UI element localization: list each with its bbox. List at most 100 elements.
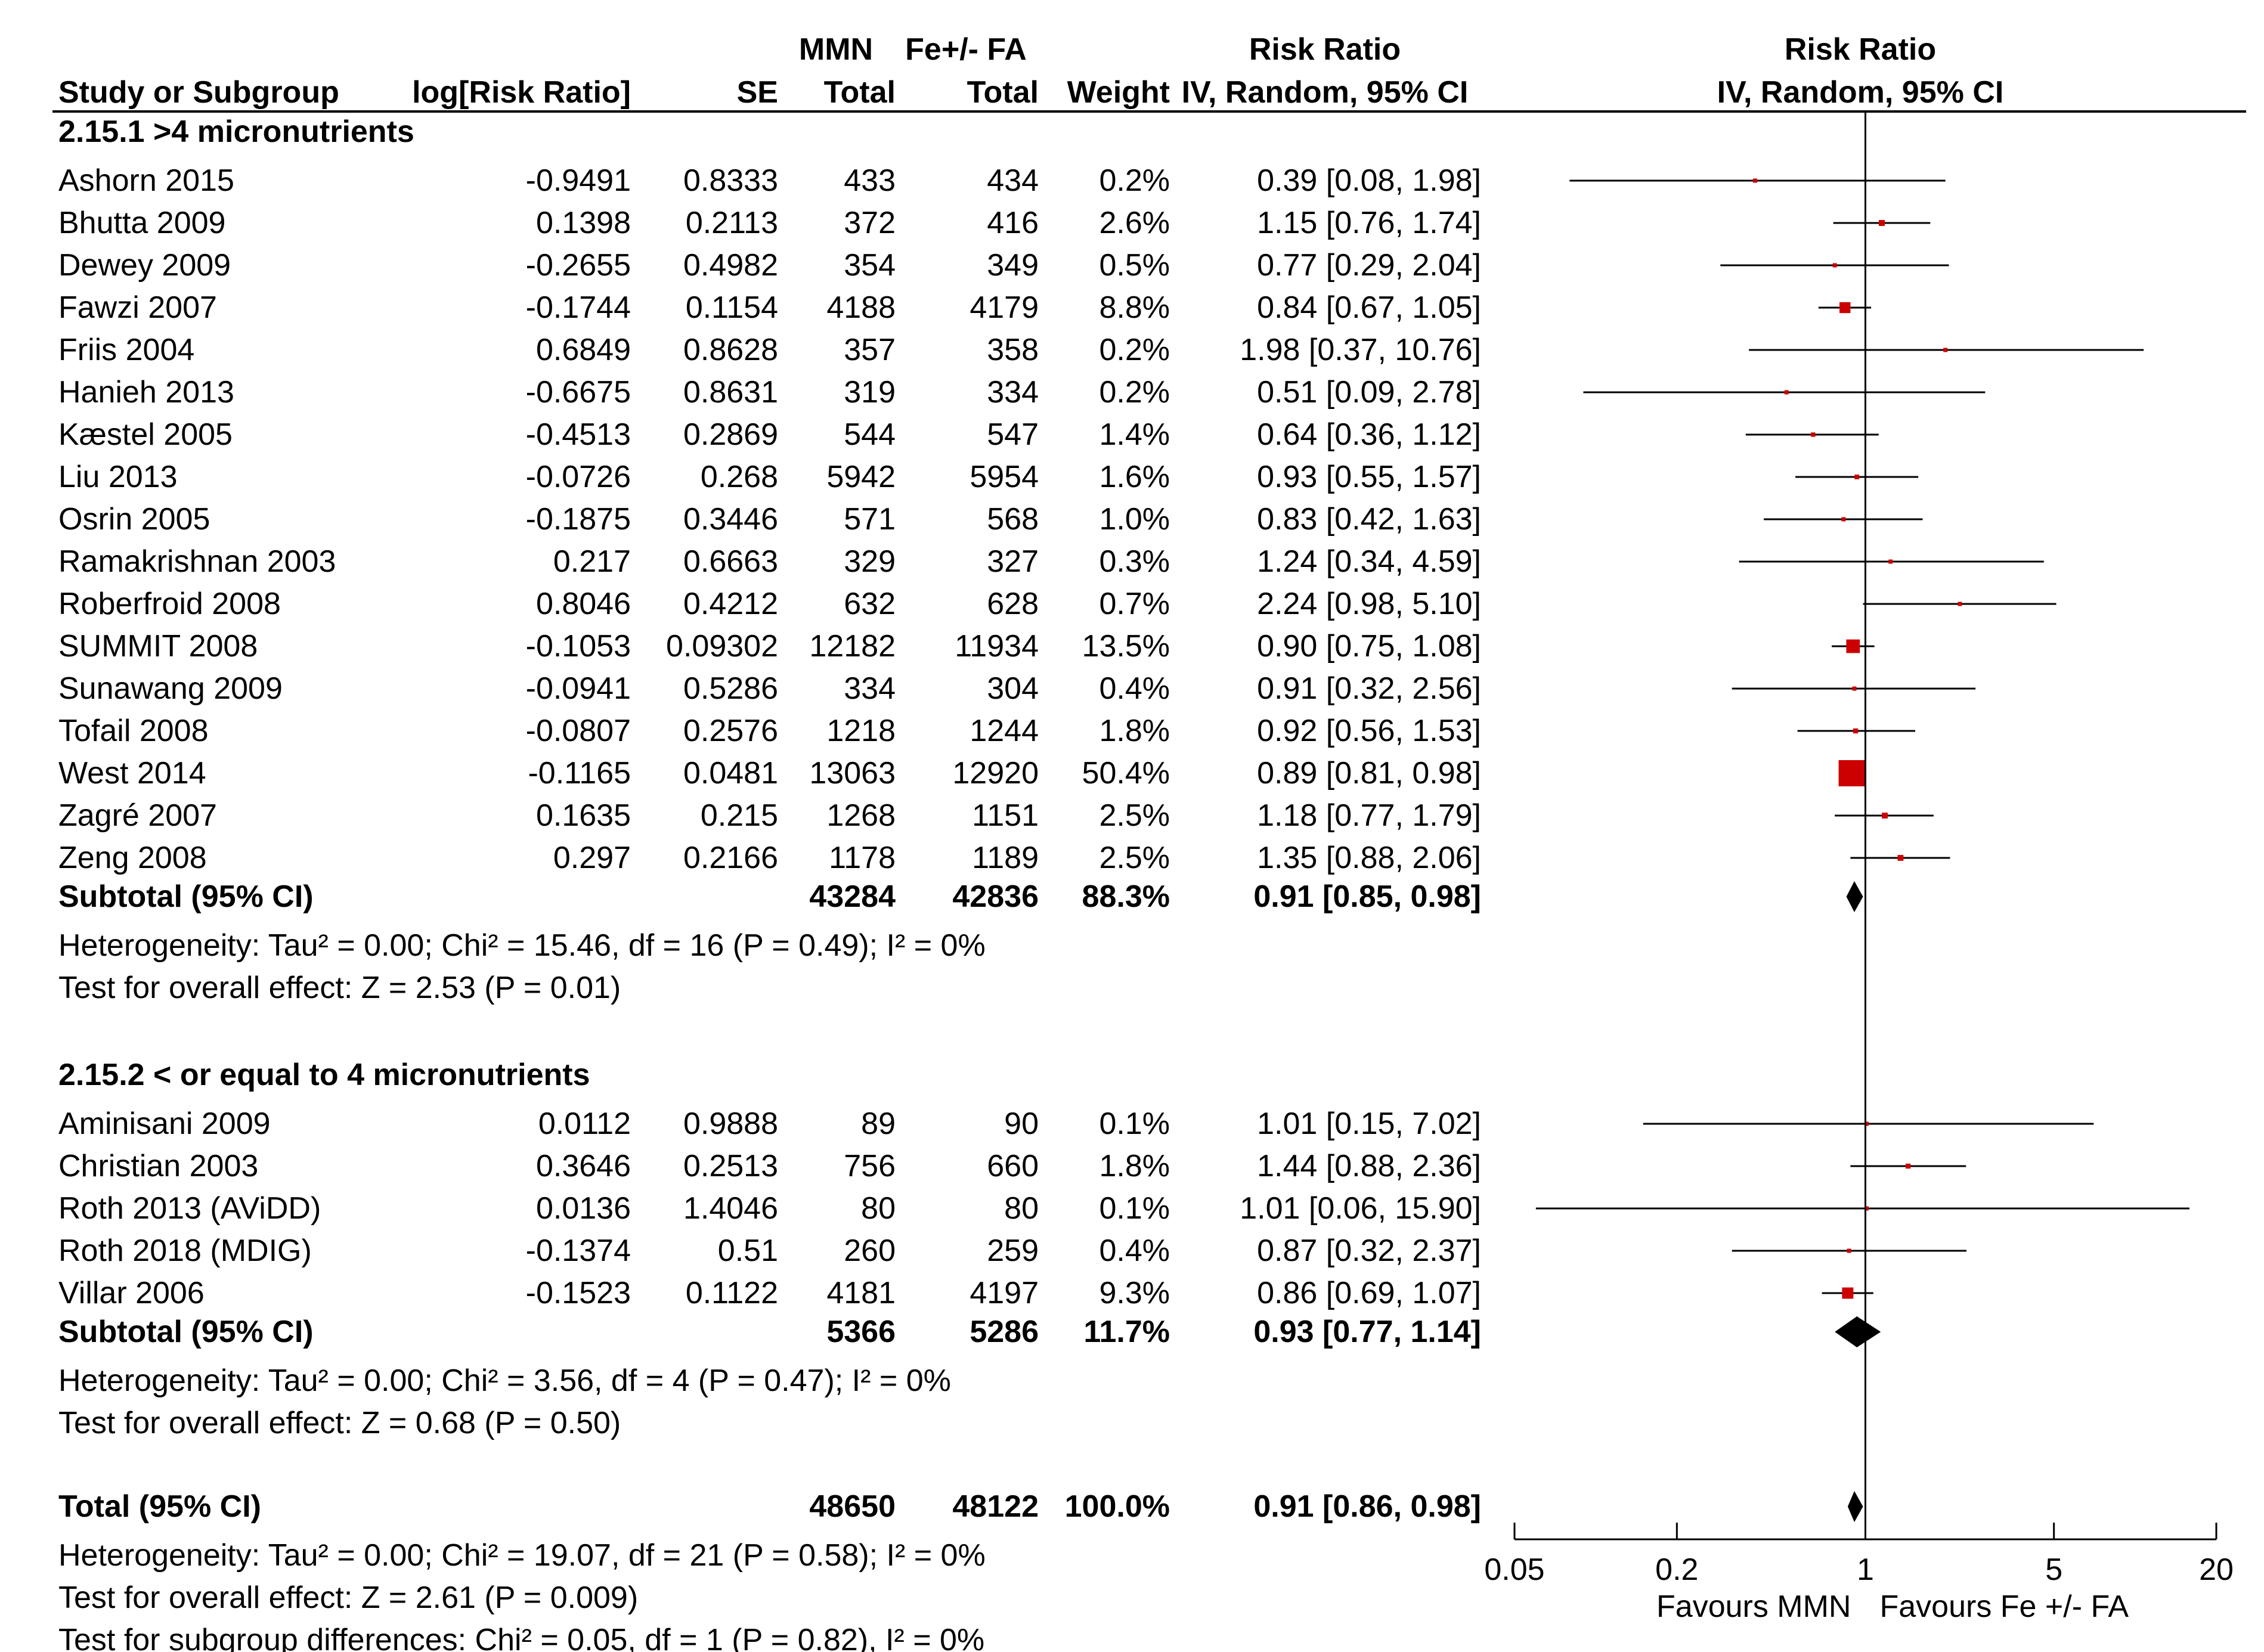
footer-text: Test for subgroup differences: Chi² = 0.… [58, 1623, 984, 1652]
study-total2: 1189 [972, 841, 1039, 875]
header-group1: MMN [799, 32, 873, 67]
effect-marker [1841, 517, 1846, 522]
study-total2: 5954 [970, 460, 1039, 494]
study-ci-text: 1.01 [0.15, 7.02] [1257, 1107, 1481, 1141]
study-name: Kæstel 2005 [58, 417, 233, 452]
study-logrr: 0.1398 [536, 206, 631, 240]
study-weight: 0.5% [1099, 248, 1170, 283]
x-tick-label: 20 [2199, 1552, 2234, 1587]
study-name: Zeng 2008 [58, 841, 207, 875]
study-se: 0.8333 [683, 163, 778, 198]
total-total1: 48650 [809, 1489, 896, 1524]
study-total2: 12920 [952, 756, 1039, 791]
study-se: 0.4982 [683, 248, 778, 283]
study-se: 0.268 [701, 460, 778, 494]
study-se: 0.1122 [686, 1276, 778, 1310]
total-ci-text: 0.91 [0.86, 0.98] [1253, 1489, 1481, 1524]
subtotal-total1: 43284 [809, 879, 896, 914]
study-se: 0.2166 [683, 841, 778, 875]
study-ci-text: 0.77 [0.29, 2.04] [1257, 248, 1481, 283]
favours-left-label: Favours MMN [1656, 1589, 1851, 1624]
study-total1: 80 [861, 1191, 896, 1226]
header-weight: Weight [1067, 75, 1170, 110]
study-ci-text: 0.92 [0.56, 1.53] [1257, 714, 1481, 748]
study-total1: 632 [844, 587, 896, 621]
effect-marker [1897, 855, 1904, 861]
study-total2: 349 [987, 248, 1039, 283]
study-logrr: -0.6675 [526, 375, 631, 410]
study-ci-text: 1.24 [0.34, 4.59] [1257, 544, 1481, 579]
study-total1: 260 [844, 1233, 896, 1268]
study-weight: 1.0% [1099, 502, 1170, 537]
study-ci-text: 0.91 [0.32, 2.56] [1257, 671, 1481, 706]
study-total1: 357 [844, 333, 896, 367]
study-ci-text: 0.90 [0.75, 1.08] [1257, 629, 1481, 664]
study-name: Bhutta 2009 [58, 206, 225, 240]
study-logrr: -0.9491 [526, 163, 631, 198]
effect-marker [1842, 1287, 1854, 1299]
header-se: SE [737, 75, 778, 110]
effect-marker [1832, 263, 1837, 268]
study-total1: 372 [844, 206, 896, 240]
study-total1: 5942 [826, 460, 896, 494]
study-logrr: 0.3646 [536, 1149, 631, 1183]
effect-marker [1882, 813, 1888, 819]
study-ci-text: 0.93 [0.55, 1.57] [1257, 460, 1481, 494]
subtotal-weight: 11.7% [1083, 1315, 1170, 1349]
study-se: 0.2113 [686, 206, 778, 240]
study-logrr: -0.4513 [526, 417, 631, 452]
study-name: Ashorn 2015 [58, 163, 234, 198]
study-total1: 571 [844, 502, 896, 537]
subtotal-weight: 88.3% [1082, 879, 1170, 914]
study-ci-text: 1.15 [0.76, 1.74] [1257, 206, 1481, 240]
study-weight: 0.2% [1099, 333, 1170, 367]
effect-marker [1852, 686, 1857, 691]
study-ci-text: 2.24 [0.98, 5.10] [1257, 587, 1481, 621]
footer-text: Heterogeneity: Tau² = 0.00; Chi² = 19.07… [58, 1538, 986, 1573]
study-name: Liu 2013 [58, 460, 178, 494]
study-ci-text: 0.84 [0.67, 1.05] [1257, 290, 1481, 325]
study-total1: 4188 [826, 290, 896, 325]
subtotal-total2: 42836 [952, 879, 1039, 914]
study-weight: 8.8% [1099, 290, 1170, 325]
study-total2: 90 [1004, 1107, 1039, 1141]
study-se: 0.1154 [686, 290, 778, 325]
study-weight: 13.5% [1082, 629, 1170, 664]
study-ci-text: 0.87 [0.32, 2.37] [1257, 1233, 1481, 1268]
study-logrr: 0.8046 [536, 587, 631, 621]
study-weight: 50.4% [1082, 756, 1170, 791]
effect-marker [1958, 602, 1962, 606]
study-weight: 2.6% [1099, 206, 1170, 240]
study-logrr: 0.0136 [536, 1191, 631, 1226]
study-total1: 433 [844, 163, 896, 198]
study-name: Ramakrishnan 2003 [58, 544, 336, 579]
study-name: Villar 2006 [58, 1276, 205, 1310]
total-weight: 100.0% [1065, 1489, 1170, 1524]
study-name: Osrin 2005 [58, 502, 210, 537]
study-logrr: -0.1374 [526, 1233, 631, 1268]
effect-marker [1838, 760, 1865, 786]
study-name: Sunawang 2009 [58, 671, 283, 706]
study-se: 1.4046 [683, 1191, 778, 1226]
study-ci-text: 0.89 [0.81, 0.98] [1257, 756, 1481, 791]
study-weight: 1.8% [1099, 1149, 1170, 1183]
study-name: Roberfroid 2008 [58, 587, 281, 621]
study-name: Friis 2004 [58, 333, 194, 367]
study-se: 0.8631 [683, 375, 778, 410]
subtotal-ci-text: 0.93 [0.77, 1.14] [1253, 1315, 1481, 1349]
study-total2: 4179 [970, 290, 1039, 325]
study-logrr: -0.1875 [526, 502, 631, 537]
study-weight: 2.5% [1099, 841, 1170, 875]
subtotal-diamond [1846, 881, 1863, 912]
study-ci-text: 1.18 [0.77, 1.79] [1257, 798, 1481, 833]
x-tick-label: 0.2 [1655, 1552, 1698, 1587]
study-total1: 544 [844, 417, 896, 452]
study-total2: 4197 [970, 1276, 1039, 1310]
study-total1: 89 [861, 1107, 896, 1141]
study-name: Dewey 2009 [58, 248, 231, 283]
heterogeneity-text: Heterogeneity: Tau² = 0.00; Chi² = 15.46… [58, 928, 986, 963]
subtotal-label: Subtotal (95% CI) [58, 1315, 314, 1349]
study-ci-text: 1.35 [0.88, 2.06] [1257, 841, 1481, 875]
study-total2: 416 [987, 206, 1039, 240]
